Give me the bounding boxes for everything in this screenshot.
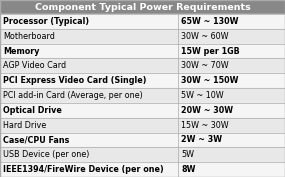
Text: 8W: 8W bbox=[181, 165, 196, 174]
Text: IEEE1394/FireWire Device (per one): IEEE1394/FireWire Device (per one) bbox=[3, 165, 164, 174]
Bar bbox=[178, 14, 285, 29]
Bar bbox=[0, 14, 178, 29]
Bar bbox=[0, 147, 178, 162]
Text: AGP Video Card: AGP Video Card bbox=[3, 61, 66, 70]
Bar bbox=[178, 58, 285, 73]
Text: Hard Drive: Hard Drive bbox=[3, 121, 46, 130]
Bar bbox=[178, 118, 285, 133]
Bar bbox=[0, 133, 178, 147]
Text: USB Device (per one): USB Device (per one) bbox=[3, 150, 89, 159]
Text: Processor (Typical): Processor (Typical) bbox=[3, 17, 89, 26]
Bar bbox=[0, 88, 178, 103]
Bar bbox=[178, 29, 285, 44]
Text: Motherboard: Motherboard bbox=[3, 32, 55, 41]
Bar bbox=[0, 44, 178, 58]
Bar bbox=[0, 162, 178, 177]
Text: 30W ~ 70W: 30W ~ 70W bbox=[181, 61, 229, 70]
Text: 20W ~ 30W: 20W ~ 30W bbox=[181, 106, 233, 115]
Text: Case/CPU Fans: Case/CPU Fans bbox=[3, 135, 69, 144]
Bar bbox=[0, 73, 178, 88]
Bar bbox=[178, 162, 285, 177]
Text: 65W ~ 130W: 65W ~ 130W bbox=[181, 17, 239, 26]
Text: 15W ~ 30W: 15W ~ 30W bbox=[181, 121, 229, 130]
Text: PCI add-in Card (Average, per one): PCI add-in Card (Average, per one) bbox=[3, 91, 143, 100]
Text: Memory: Memory bbox=[3, 47, 40, 56]
Bar bbox=[178, 147, 285, 162]
Text: 5W: 5W bbox=[181, 150, 194, 159]
Bar bbox=[178, 44, 285, 58]
Text: Optical Drive: Optical Drive bbox=[3, 106, 62, 115]
Bar bbox=[0, 58, 178, 73]
Bar bbox=[178, 103, 285, 118]
Text: 15W per 1GB: 15W per 1GB bbox=[181, 47, 240, 56]
Bar bbox=[178, 73, 285, 88]
Text: 5W ~ 10W: 5W ~ 10W bbox=[181, 91, 224, 100]
Bar bbox=[0, 118, 178, 133]
Bar bbox=[0, 29, 178, 44]
Text: PCI Express Video Card (Single): PCI Express Video Card (Single) bbox=[3, 76, 146, 85]
Bar bbox=[178, 88, 285, 103]
Text: 30W ~ 150W: 30W ~ 150W bbox=[181, 76, 239, 85]
Text: Component Typical Power Requirements: Component Typical Power Requirements bbox=[34, 2, 251, 12]
Bar bbox=[0, 0, 285, 14]
Bar bbox=[178, 133, 285, 147]
Text: 30W ~ 60W: 30W ~ 60W bbox=[181, 32, 229, 41]
Text: 2W ~ 3W: 2W ~ 3W bbox=[181, 135, 222, 144]
Bar bbox=[0, 103, 178, 118]
